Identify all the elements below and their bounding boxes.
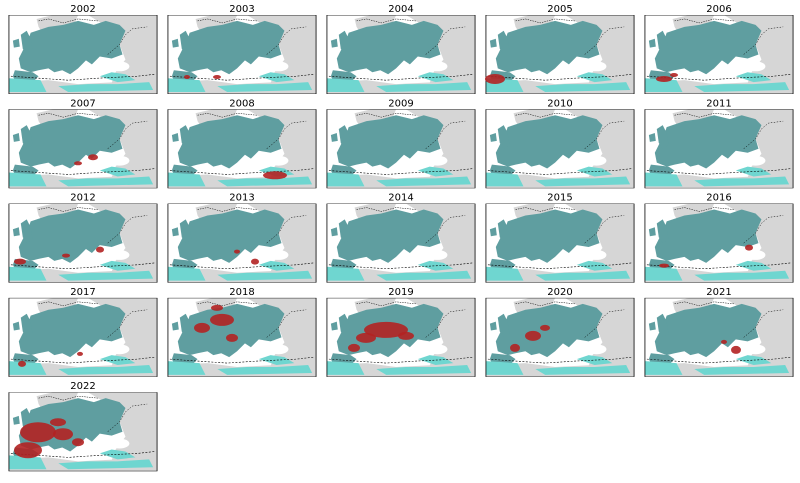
map-panel: 2003 bbox=[167, 4, 317, 94]
panel-title: 2012 bbox=[70, 193, 95, 204]
base-map bbox=[644, 109, 794, 189]
map-panel: 2015 bbox=[485, 193, 635, 283]
map-panel: 2020 bbox=[485, 287, 635, 377]
drought-area bbox=[356, 332, 376, 343]
drought-area bbox=[510, 343, 520, 352]
drought-area bbox=[194, 322, 210, 333]
drought-area bbox=[525, 330, 541, 341]
base-map bbox=[485, 203, 635, 283]
panel-title: 2006 bbox=[706, 4, 731, 15]
map-panel: 2022 bbox=[8, 381, 158, 472]
map-panel: 2018 bbox=[167, 287, 317, 377]
base-map bbox=[326, 15, 476, 94]
drought-area bbox=[53, 428, 73, 441]
drought-area bbox=[210, 313, 234, 326]
base-map bbox=[485, 297, 635, 377]
map-panel: 2014 bbox=[326, 193, 476, 283]
drought-area bbox=[74, 161, 82, 166]
drought-area bbox=[72, 438, 84, 447]
drought-area bbox=[226, 333, 238, 342]
drought-area bbox=[96, 246, 104, 253]
drought-area bbox=[213, 75, 221, 79]
drought-area bbox=[263, 171, 287, 180]
map-panel: 2006 bbox=[644, 4, 794, 94]
panel-title: 2004 bbox=[388, 4, 413, 15]
panel-title: 2016 bbox=[706, 193, 731, 204]
panel-title: 2003 bbox=[229, 4, 254, 15]
map-panel: 2019 bbox=[326, 287, 476, 377]
map-panel: 2013 bbox=[167, 193, 317, 283]
drought-area bbox=[485, 74, 505, 84]
drought-area bbox=[670, 73, 678, 77]
drought-area bbox=[348, 343, 360, 352]
panel-title: 2015 bbox=[547, 193, 572, 204]
drought-area bbox=[14, 442, 42, 459]
panel-title: 2008 bbox=[229, 98, 254, 109]
base-map bbox=[644, 15, 794, 94]
drought-area bbox=[77, 351, 83, 356]
base-map bbox=[485, 15, 635, 94]
drought-area bbox=[364, 321, 408, 338]
drought-area bbox=[251, 258, 259, 265]
map-panel: 2004 bbox=[326, 4, 476, 94]
base-map bbox=[644, 203, 794, 283]
base-map bbox=[167, 109, 317, 189]
drought-area bbox=[211, 304, 223, 311]
base-map bbox=[167, 15, 317, 94]
map-panel: 2017 bbox=[8, 287, 158, 377]
panel-title: 2014 bbox=[388, 193, 413, 204]
panel-title: 2013 bbox=[229, 193, 254, 204]
panel-title: 2007 bbox=[70, 98, 95, 109]
drought-area bbox=[721, 339, 727, 344]
drought-area bbox=[540, 324, 550, 331]
drought-area bbox=[234, 249, 240, 254]
panels: 2002 2003 2004 2005 2006 2007 2008 2009 2010 2011… bbox=[8, 4, 794, 472]
panel-title: 2005 bbox=[547, 4, 572, 15]
base-map bbox=[8, 297, 158, 377]
drought-area bbox=[88, 154, 98, 161]
panel-title: 2002 bbox=[70, 4, 95, 15]
base-map bbox=[326, 203, 476, 283]
panel-title: 2011 bbox=[706, 98, 731, 109]
panel-title: 2010 bbox=[547, 98, 572, 109]
map-panel: 2012 bbox=[8, 193, 158, 283]
base-map bbox=[8, 203, 158, 283]
panel-title: 2017 bbox=[70, 287, 95, 298]
map-panel: 2007 bbox=[8, 98, 158, 189]
drought-area bbox=[20, 422, 56, 443]
map-panel: 2021 bbox=[644, 287, 794, 377]
map-panel: 2011 bbox=[644, 98, 794, 189]
panel-title: 2022 bbox=[70, 381, 95, 392]
panel-title: 2020 bbox=[547, 287, 572, 298]
drought-area bbox=[18, 360, 26, 367]
map-panel: 2005 bbox=[485, 4, 635, 94]
drought-area bbox=[659, 263, 669, 268]
map-panel: 2010 bbox=[485, 98, 635, 189]
panel-title: 2021 bbox=[706, 287, 731, 298]
drought-area bbox=[656, 76, 672, 82]
drought-area bbox=[50, 418, 66, 427]
base-map bbox=[167, 203, 317, 283]
drought-area bbox=[184, 75, 190, 79]
base-map bbox=[644, 297, 794, 377]
map-panel: 2008 bbox=[167, 98, 317, 189]
panel-title: 2019 bbox=[388, 287, 413, 298]
panel-title: 2009 bbox=[388, 98, 413, 109]
map-panel: 2002 bbox=[8, 4, 158, 94]
drought-area bbox=[62, 253, 70, 258]
panel-title: 2018 bbox=[229, 287, 254, 298]
base-map bbox=[8, 109, 158, 189]
base-map bbox=[485, 109, 635, 189]
drought-area bbox=[731, 345, 741, 354]
base-map bbox=[167, 297, 317, 377]
drought-area bbox=[398, 331, 414, 340]
base-map bbox=[8, 15, 158, 94]
map-panel: 2016 bbox=[644, 193, 794, 283]
base-map bbox=[326, 109, 476, 189]
map-panel: 2009 bbox=[326, 98, 476, 189]
drought-area bbox=[745, 244, 753, 251]
drought-area bbox=[14, 258, 26, 265]
